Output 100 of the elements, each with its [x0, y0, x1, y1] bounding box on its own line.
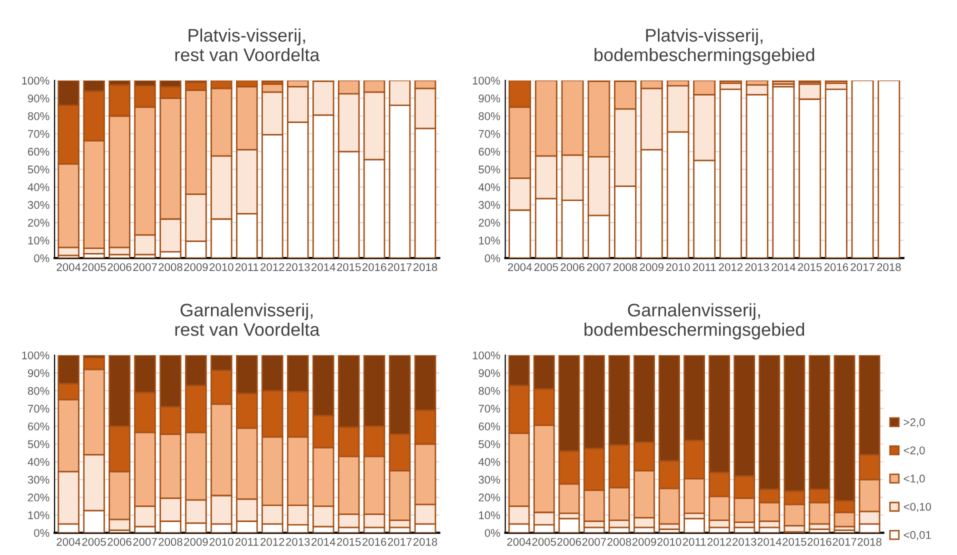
x-tick-label: 2007: [587, 263, 611, 272]
x-tick-label: 2011: [682, 538, 706, 546]
y-tick-label: 10%: [28, 511, 50, 520]
legend-label: <1,0: [904, 474, 925, 484]
y-tick-label: 80%: [28, 112, 50, 120]
x-tick-label: 2018: [877, 263, 901, 272]
x-tick-label: 2006: [560, 263, 584, 272]
x-tick-label: 2006: [108, 263, 132, 272]
x-tick-label: 2011: [236, 263, 258, 272]
x-tick-label: 2008: [613, 263, 638, 272]
y-tick-label: 0%: [484, 529, 500, 537]
x-tick-label: 2017: [850, 263, 874, 272]
legend-label: <2,0: [904, 446, 925, 456]
x-tick-label: 2015: [782, 538, 806, 546]
y-tick-label: 80%: [28, 386, 50, 395]
x-tick-label: 2013: [732, 538, 756, 546]
x-tick-label: 2013: [745, 263, 769, 272]
legend-label: <0,10: [904, 502, 931, 512]
y-tick-label: 0%: [484, 254, 500, 262]
x-tick-label: 2018: [413, 263, 438, 272]
y-tick-label: 10%: [479, 511, 500, 520]
chart-title: Garnalenvisserij, rest van Voordelta: [175, 303, 320, 336]
x-tick-label: 2009: [632, 538, 656, 546]
y-tick-label: 100%: [472, 351, 500, 360]
x-tick-label: 2012: [260, 538, 284, 546]
y-tick-label: 80%: [478, 112, 500, 120]
x-tick-label: 2012: [708, 538, 732, 546]
x-tick-label: 2004: [56, 538, 81, 546]
y-tick-label: 10%: [479, 236, 500, 244]
y-tick-label: 70%: [28, 130, 50, 138]
y-tick-label: 30%: [28, 476, 50, 484]
x-tick-label: 2015: [337, 263, 361, 272]
x-tick-label: 2009: [184, 538, 208, 546]
x-tick-label: 2005: [82, 263, 106, 272]
x-tick-label: 2018: [858, 538, 882, 546]
x-tick-label: 2009: [184, 263, 208, 272]
y-tick-label: 100%: [472, 76, 500, 85]
x-tick-label: 2009: [640, 263, 664, 272]
x-tick-label: 2005: [532, 538, 556, 546]
y-tick-label: 30%: [478, 201, 500, 209]
x-tick-label: 2014: [758, 538, 782, 546]
chart-title: Platvis-visserij, rest van Voordelta: [175, 28, 320, 62]
y-tick-label: 50%: [478, 440, 500, 448]
x-tick-label: 2013: [286, 263, 310, 272]
y-tick-label: 60%: [28, 422, 50, 430]
y-tick-label: 0%: [34, 254, 50, 262]
y-tick-label: 70%: [28, 404, 50, 413]
legend-label: >2,0: [904, 418, 925, 428]
x-tick-label: 2010: [666, 263, 690, 272]
y-tick-label: 100%: [22, 76, 50, 85]
x-tick-label: 2006: [108, 538, 132, 546]
x-tick-label: 2008: [158, 263, 182, 272]
y-tick-label: 10%: [28, 236, 50, 244]
x-tick-label: 2015: [337, 538, 361, 546]
y-tick-label: 70%: [478, 404, 500, 413]
x-tick-label: 2004: [507, 538, 532, 546]
y-tick-label: 40%: [28, 183, 50, 192]
x-tick-label: 2004: [508, 263, 532, 272]
x-tick-label: 2004: [56, 263, 81, 272]
x-tick-label: 2010: [210, 263, 234, 272]
y-tick-label: 50%: [478, 166, 500, 174]
y-tick-label: 90%: [478, 94, 500, 102]
x-tick-label: 2005: [534, 263, 558, 272]
chart-title: Platvis-visserij, bodembeschermingsgebied: [594, 28, 814, 65]
y-tick-label: 40%: [478, 183, 500, 192]
x-tick-label: 2016: [362, 538, 386, 546]
x-tick-label: 2008: [607, 538, 632, 546]
y-tick-label: 90%: [28, 94, 50, 102]
x-tick-label: 2012: [718, 263, 743, 272]
x-tick-label: 2007: [582, 538, 606, 546]
y-tick-label: 20%: [28, 494, 50, 502]
x-tick-label: 2007: [133, 263, 157, 272]
x-tick-label: 2012: [260, 263, 284, 272]
x-tick-label: 2014: [772, 263, 796, 272]
y-tick-label: 60%: [28, 148, 50, 156]
x-tick-label: 2018: [413, 538, 438, 546]
x-tick-label: 2010: [210, 538, 234, 546]
legend-label: <0,01: [904, 531, 931, 540]
y-tick-label: 20%: [478, 218, 500, 227]
y-tick-label: 60%: [478, 422, 500, 430]
y-tick-label: 20%: [478, 494, 500, 502]
y-tick-label: 20%: [28, 218, 50, 227]
x-tick-label: 2017: [388, 263, 412, 272]
y-tick-label: 100%: [22, 351, 50, 360]
y-tick-label: 30%: [28, 201, 50, 209]
x-tick-label: 2006: [557, 538, 582, 546]
x-tick-label: 2007: [133, 538, 157, 546]
x-tick-label: 2016: [808, 538, 832, 546]
y-tick-label: 70%: [478, 130, 500, 138]
x-tick-label: 2014: [312, 538, 336, 546]
x-tick-label: 2016: [362, 263, 386, 272]
x-tick-label: 2017: [832, 538, 856, 546]
x-tick-label: 2008: [158, 538, 182, 546]
y-tick-label: 0%: [34, 529, 50, 537]
y-tick-label: 50%: [28, 166, 50, 174]
y-tick-label: 30%: [478, 476, 500, 484]
y-tick-label: 50%: [28, 440, 50, 448]
x-tick-label: 2015: [798, 263, 822, 272]
x-tick-label: 2011: [692, 263, 716, 272]
y-tick-label: 40%: [478, 458, 500, 466]
